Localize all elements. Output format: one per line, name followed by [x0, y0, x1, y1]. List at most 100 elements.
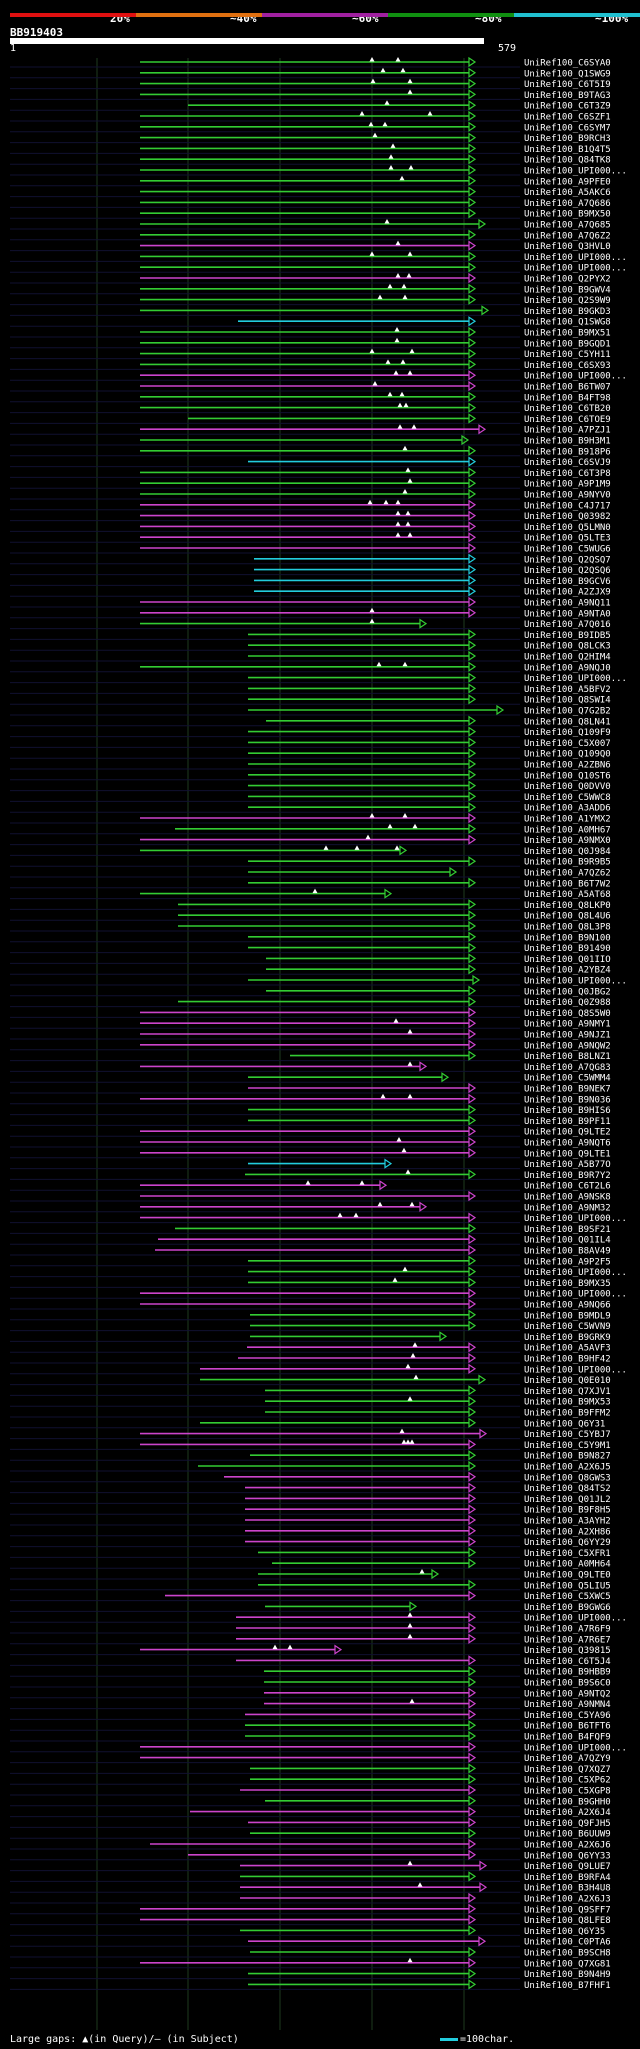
hit-arrow: [468, 996, 477, 1007]
hit-arrow: [468, 791, 477, 802]
hit-arrow: [468, 251, 477, 262]
query-gap-marker: [405, 1363, 411, 1369]
hit-arrow: [468, 1871, 477, 1882]
hit-label: UniRef100_Q0Z988: [524, 998, 611, 1008]
hit-label: UniRef100_Q7XJV1: [524, 1387, 611, 1397]
hit-label: UniRef100_A0MH67: [524, 825, 611, 835]
hit-label: UniRef100_UPI000...: [524, 674, 627, 684]
hit-arrow: [468, 1028, 477, 1040]
hit-arrow: [468, 1309, 477, 1320]
query-gap-marker: [419, 1569, 425, 1574]
hit-label: UniRef100_B9SF21: [524, 1225, 611, 1235]
hit-arrow: [468, 413, 477, 424]
hit-label: UniRef100_Q0E010: [524, 1376, 611, 1386]
hit-arrow: [468, 370, 477, 381]
hit-arrow: [468, 326, 477, 338]
query-gap-marker: [394, 337, 400, 343]
query-gap-marker: [312, 888, 318, 894]
hit-arrow: [478, 1374, 487, 1385]
query-gap-marker: [395, 499, 401, 505]
hit-label: UniRef100_A2ZBN6: [524, 761, 611, 771]
hit-label: UniRef100_Q8GWS3: [524, 1473, 611, 1483]
footer-scale-legend: =100char.: [440, 2034, 514, 2045]
query-gap-marker: [394, 845, 400, 850]
hit-label: UniRef100_B9MX53: [524, 1398, 611, 1408]
hit-label: UniRef100_B9GKD3: [524, 307, 611, 317]
hit-arrow: [468, 1514, 477, 1526]
hit-label: UniRef100_B9NEK7: [524, 1085, 611, 1095]
query-gap-marker: [413, 1374, 419, 1380]
hit-arrow: [468, 1633, 477, 1644]
hit-arrow: [468, 823, 477, 834]
hit-arrow: [468, 1363, 477, 1374]
hit-arrow: [468, 175, 477, 186]
hit-arrow: [468, 1752, 477, 1763]
hit-arrow: [468, 1590, 477, 1601]
hit-label: UniRef100_B8LNZ1: [524, 1052, 611, 1062]
hit-arrow: [468, 985, 477, 996]
hit-arrow: [468, 197, 477, 208]
query-gap-marker: [370, 78, 376, 84]
hit-label: UniRef100_A2XH86: [524, 1527, 611, 1537]
query-gap-marker: [407, 1396, 413, 1401]
hit-arrow: [468, 1622, 477, 1634]
hit-label: UniRef100_Q6YY29: [524, 1538, 611, 1548]
query-gap-marker: [407, 251, 413, 256]
hit-label: UniRef100_Q5LIU5: [524, 1581, 611, 1591]
hit-label: UniRef100_B9GWV4: [524, 285, 611, 295]
query-gap-marker: [387, 283, 393, 289]
legend-segment: [262, 13, 388, 17]
hit-arrow: [468, 1482, 477, 1493]
hit-label: UniRef100_C6SVJ9: [524, 458, 611, 468]
hit-arrow: [468, 661, 477, 672]
hit-label: UniRef100_B9GRK9: [524, 1333, 611, 1343]
hit-label: UniRef100_A7QZ62: [524, 869, 611, 879]
hit-arrow: [468, 877, 477, 888]
query-gap-marker: [407, 1623, 413, 1628]
hit-label: UniRef100_Q2S9W9: [524, 296, 611, 306]
hit-arrow: [468, 1169, 477, 1180]
query-gap-marker: [365, 834, 371, 840]
hit-arrow: [468, 575, 477, 586]
hit-label: UniRef100_C5WUG6: [524, 545, 611, 555]
hit-arrow: [468, 478, 477, 489]
query-gap-marker: [367, 499, 373, 505]
hit-arrow: [468, 164, 477, 176]
hit-label: UniRef100_Q10ST6: [524, 771, 611, 781]
hit-arrow: [468, 1460, 477, 1472]
hit-label: UniRef100_C5WVN9: [524, 1322, 611, 1332]
hit-label: UniRef100_C5WWC8: [524, 793, 611, 803]
hit-arrow: [468, 607, 477, 618]
hit-arrow: [468, 1223, 477, 1234]
hit-label: UniRef100_A3AYH2: [524, 1517, 611, 1527]
query-gap-marker: [399, 391, 405, 397]
hit-arrow: [468, 1018, 477, 1029]
hit-arrow: [468, 1547, 477, 1558]
hit-arrow: [468, 953, 477, 964]
query-gap-marker: [407, 1633, 413, 1639]
hit-arrow: [449, 866, 458, 878]
query-gap-marker: [388, 165, 394, 170]
hit-arrow: [479, 1428, 488, 1439]
hit-label: UniRef100_Q9LUE7: [524, 1862, 611, 1872]
hit-arrow: [468, 1115, 477, 1126]
hit-arrow: [468, 1849, 477, 1860]
hit-label: UniRef100_B9R7Y2: [524, 1171, 611, 1181]
legend-segment: [10, 13, 136, 17]
query-gap-marker: [395, 273, 401, 278]
query-start-label: 1: [10, 43, 17, 54]
hit-arrow: [468, 67, 477, 78]
hit-arrow: [468, 1676, 477, 1688]
footer-gaps-legend: Large gaps: ▲(in Query)/– (in Subject): [10, 2034, 239, 2045]
hit-arrow: [468, 1190, 477, 1202]
hit-label: UniRef100_B9N827: [524, 1452, 611, 1462]
hit-label: UniRef100_A9NSK8: [524, 1193, 611, 1203]
hit-label: UniRef100_B9HBB9: [524, 1668, 611, 1678]
hit-label: UniRef100_A2X6J3: [524, 1895, 611, 1905]
hit-label: UniRef100_A7R6F9: [524, 1625, 611, 1635]
hit-label: UniRef100_UPI000...: [524, 1743, 627, 1753]
query-gap-marker: [377, 1201, 383, 1207]
query-gap-marker: [407, 89, 413, 94]
hit-arrow: [468, 337, 477, 348]
hit-arrow: [468, 1806, 477, 1817]
